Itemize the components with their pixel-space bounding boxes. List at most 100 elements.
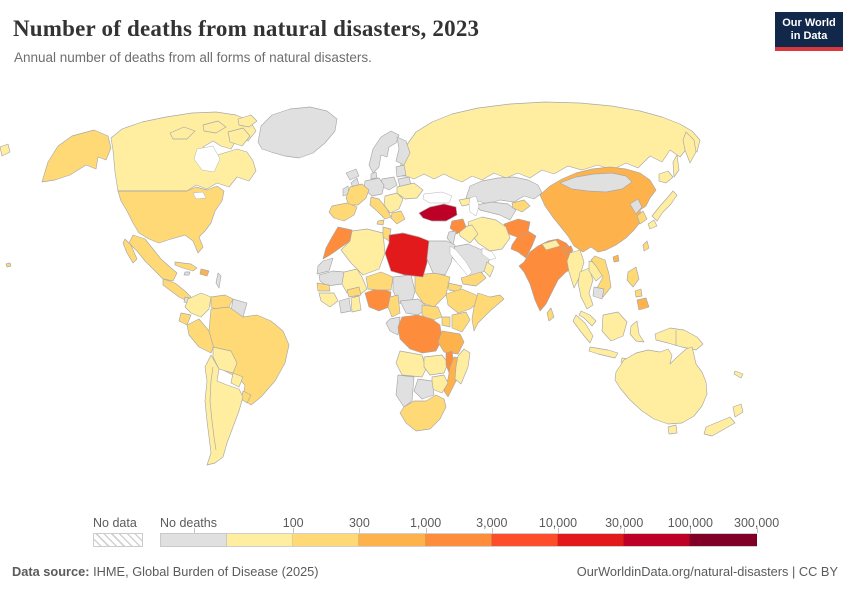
country-cameroon[interactable]: Cameroon: [387, 294, 401, 318]
country-kenya[interactable]: Kenya: [451, 311, 471, 333]
country-tanzania[interactable]: Tanzania: [437, 330, 465, 355]
legend-bin-1000[interactable]: [359, 533, 426, 547]
country-iraq[interactable]: Iraq: [458, 224, 479, 244]
country-usa[interactable]: United States: [117, 185, 225, 254]
country-greece[interactable]: Greece: [390, 210, 406, 225]
country-nz_north[interactable]: New Zealand (North Island): [732, 403, 744, 418]
owid-logo[interactable]: Our World in Data: [775, 12, 843, 51]
country-somalia[interactable]: Somalia: [471, 292, 505, 332]
country-taiwan[interactable]: Taiwan: [642, 240, 650, 252]
legend-bin-30000[interactable]: [558, 533, 625, 547]
country-oman[interactable]: Oman: [483, 261, 495, 278]
legend-bin-3000[interactable]: [425, 533, 492, 547]
country-kyushu[interactable]: Japan (Kyushu): [647, 219, 658, 230]
country-ssudan[interactable]: South Sudan: [421, 304, 443, 322]
country-hispaniola[interactable]: Haiti / Dominican Republic: [199, 268, 210, 277]
country-yemen[interactable]: Yemen: [460, 271, 487, 287]
country-hainan[interactable]: China (Hainan): [612, 254, 620, 263]
country-russia[interactable]: Russia: [397, 101, 701, 183]
country-libya[interactable]: Libya: [384, 232, 430, 278]
country-uzbek_turkmen[interactable]: Uzbekistan / Turkmenistan: [475, 201, 517, 221]
country-java[interactable]: Indonesia (Java): [588, 346, 619, 359]
country-sicily[interactable]: Italy (Sicily): [376, 219, 385, 226]
country-southerncone[interactable]: Chile / Argentina: [204, 354, 244, 466]
country-arctic1[interactable]: Canada (Arctic islands): [169, 126, 196, 140]
country-antilles[interactable]: Lesser Antilles: [215, 272, 222, 289]
legend-no-deaths-swatch[interactable]: [160, 533, 227, 547]
country-thailand[interactable]: Thailand: [577, 267, 594, 310]
country-colombia[interactable]: Colombia: [184, 292, 212, 318]
country-zambia[interactable]: Zambia: [423, 354, 449, 376]
country-ecuador[interactable]: Ecuador: [178, 312, 192, 326]
country-southafrica[interactable]: South Africa: [399, 394, 447, 432]
country-skorea[interactable]: South Korea: [636, 210, 648, 225]
legend-bin-300000[interactable]: [690, 533, 757, 547]
country-nigeria[interactable]: Nigeria: [364, 287, 392, 312]
legend-bin-100[interactable]: [227, 533, 294, 547]
country-tasmania[interactable]: Australia (Tasmania): [667, 424, 678, 435]
country-honshu[interactable]: Japan: [651, 190, 678, 222]
country-ghana[interactable]: Ghana: [350, 295, 362, 313]
country-newcaledonia[interactable]: New Caledonia: [733, 370, 744, 379]
country-angola[interactable]: Angola: [395, 350, 427, 378]
country-hawaii[interactable]: United States (Hawaii): [5, 262, 12, 268]
country-turkey[interactable]: Turkey: [418, 203, 458, 222]
country-arctic2[interactable]: Canada (Arctic islands): [202, 120, 227, 134]
country-guinea[interactable]: Guinea: [318, 292, 339, 308]
country-france[interactable]: France: [345, 183, 370, 206]
country-drc[interactable]: Democratic Republic of Congo: [397, 314, 443, 354]
country-senegal[interactable]: Senegal: [316, 282, 331, 292]
country-visayas[interactable]: Philippines (Visayas): [634, 288, 643, 298]
country-baltics[interactable]: Baltic states: [395, 164, 407, 178]
country-cuba[interactable]: Cuba: [174, 261, 198, 272]
legend-bin-10000[interactable]: [491, 533, 558, 547]
country-niger[interactable]: Niger: [365, 271, 394, 291]
legend-bin-300[interactable]: [293, 533, 360, 547]
country-botswana[interactable]: Botswana: [413, 378, 435, 400]
country-algeria[interactable]: Algeria: [340, 228, 386, 276]
country-baja[interactable]: Mexico (Baja California): [122, 238, 138, 264]
country-alaska[interactable]: United States (Alaska): [41, 129, 112, 183]
country-mongolia[interactable]: Mongolia: [559, 172, 633, 193]
country-mexico[interactable]: Mexico: [128, 234, 178, 282]
country-nz_south[interactable]: New Zealand (South Island): [703, 416, 736, 437]
country-kyrgyz_tajik[interactable]: Kyrgyzstan / Tajikistan: [511, 199, 531, 213]
country-jamaica[interactable]: Jamaica: [183, 271, 191, 276]
country-greenland[interactable]: Greenland: [257, 106, 338, 159]
country-chukotka_sliver[interactable]: Russia (far east): [0, 143, 11, 157]
country-sulawesi[interactable]: Indonesia (Sulawesi): [629, 320, 645, 343]
footer-credit-link[interactable]: OurWorldinData.org/natural-disasters | C…: [576, 564, 838, 579]
country-canada[interactable]: Canada: [110, 111, 257, 192]
country-italy[interactable]: Italy: [369, 196, 392, 220]
country-scandinavia[interactable]: Norway / Sweden: [368, 130, 400, 174]
country-sakhalin[interactable]: Russia (Sakhalin): [672, 154, 680, 178]
country-egypt[interactable]: Egypt: [426, 240, 456, 276]
country-paraguay[interactable]: Paraguay: [230, 372, 244, 388]
country-srilanka[interactable]: Sri Lanka: [546, 307, 555, 322]
country-newguinea[interactable]: Papua New Guinea / Indonesia: [654, 327, 704, 351]
country-civ[interactable]: Cote d'Ivoire: [338, 297, 352, 314]
country-iberia[interactable]: Spain / Portugal: [328, 202, 358, 222]
country-luzon[interactable]: Philippines (Luzon): [626, 266, 640, 288]
country-malaysia[interactable]: Malaysia: [578, 310, 597, 327]
country-iceland[interactable]: Iceland: [345, 168, 360, 181]
country-denmark[interactable]: Denmark: [370, 171, 378, 180]
country-burkina[interactable]: Burkina Faso: [346, 286, 362, 298]
country-bhutan[interactable]: Bhutan: [562, 245, 574, 254]
country-cambodia[interactable]: Cambodia: [592, 286, 605, 300]
country-australia[interactable]: Australia: [614, 346, 708, 425]
country-hokkaido[interactable]: Japan (Hokkaido): [658, 170, 674, 184]
country-congo[interactable]: Congo / Gabon: [385, 316, 401, 336]
country-kazakhstan[interactable]: Kazakhstan: [465, 176, 543, 205]
country-wsahara[interactable]: Western Sahara: [316, 257, 334, 275]
country-ukraine[interactable]: Ukraine: [396, 182, 424, 200]
country-baffin[interactable]: Canada (Baffin Island): [227, 127, 251, 147]
country-nkorea[interactable]: North Korea: [629, 198, 643, 215]
country-namibia[interactable]: Namibia: [395, 374, 415, 408]
legend-bin-100000[interactable]: [624, 533, 691, 547]
country-nepal[interactable]: Nepal: [541, 239, 561, 251]
country-kamchatka[interactable]: Russia (Kamchatka): [682, 131, 697, 164]
country-arctic3[interactable]: Canada (Arctic islands): [237, 114, 258, 128]
country-myanmar[interactable]: Myanmar: [566, 249, 585, 289]
country-syria[interactable]: Syria: [449, 218, 467, 235]
